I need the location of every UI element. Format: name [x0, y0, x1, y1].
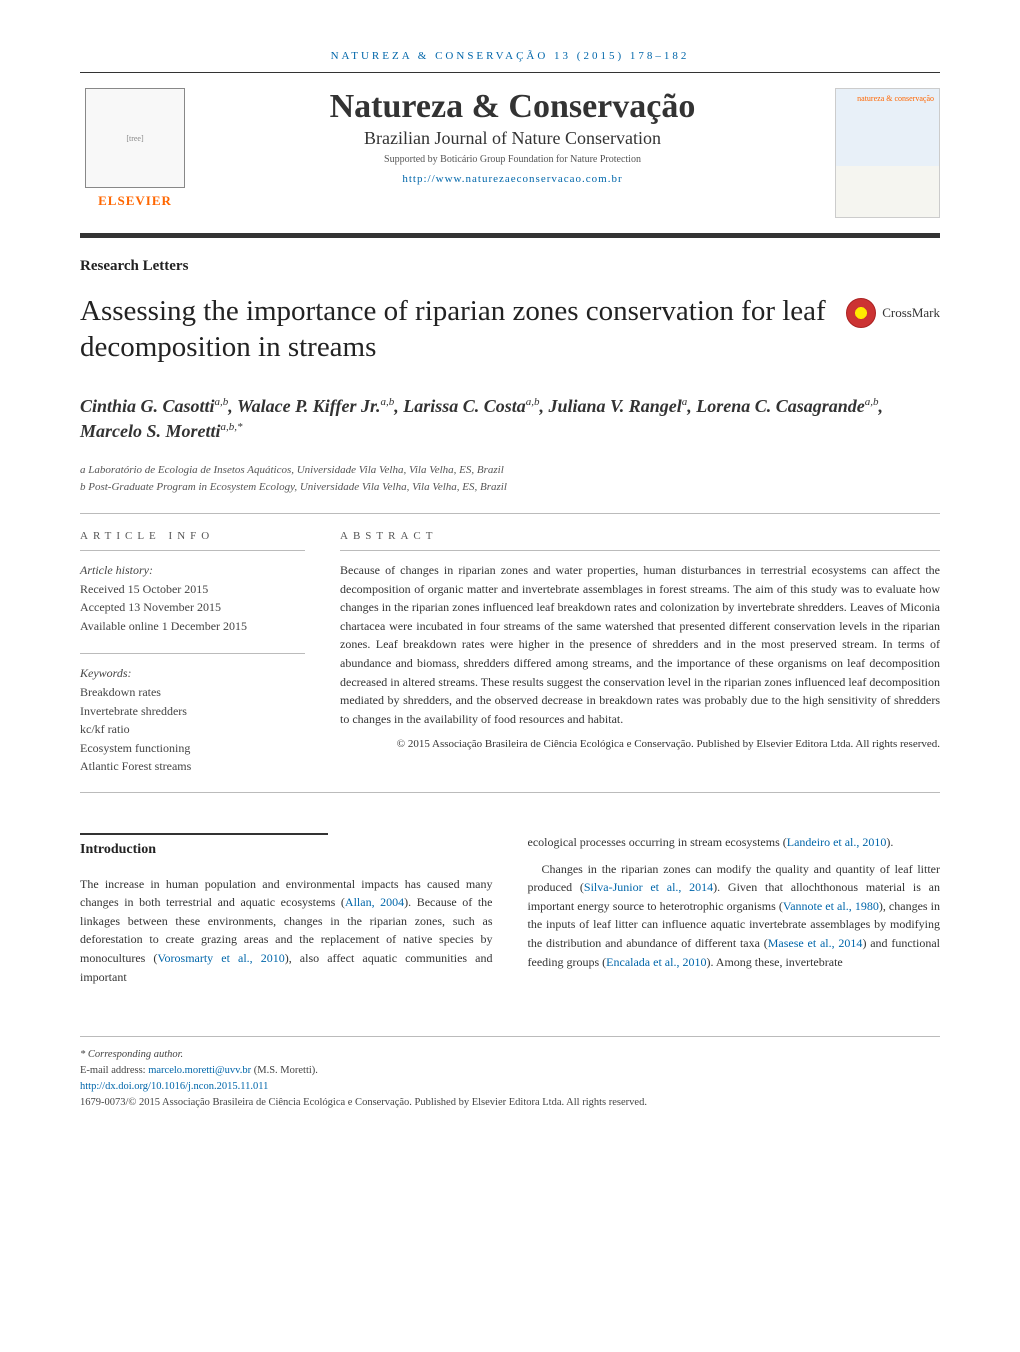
corresponding-author-label: * Corresponding author. — [80, 1047, 940, 1063]
intro-paragraph-1: The increase in human population and env… — [80, 875, 493, 987]
elsevier-text: ELSEVIER — [80, 193, 190, 209]
affiliations: a Laboratório de Ecologia de Insetos Aqu… — [80, 462, 940, 497]
article-info-column: ARTICLE INFO Article history: Received 1… — [80, 530, 305, 776]
abstract-copyright: © 2015 Associação Brasileira de Ciência … — [340, 736, 940, 753]
cover-text: natureza & conservação — [857, 94, 934, 103]
abstract-bottom-divider — [80, 792, 940, 793]
journal-title-block: Natureza & Conservação Brazilian Journal… — [190, 88, 835, 185]
intro-paragraph-2: Changes in the riparian zones can modify… — [528, 860, 941, 972]
article-info-header: ARTICLE INFO — [80, 530, 305, 551]
running-head: NATUREZA & CONSERVAÇÃO 13 (2015) 178–182 — [80, 50, 940, 62]
accepted-date: Accepted 13 November 2015 — [80, 598, 305, 617]
thick-divider — [80, 233, 940, 238]
keyword: Breakdown rates — [80, 683, 305, 702]
article-title-row: Assessing the importance of riparian zon… — [80, 293, 940, 394]
elsevier-logo: [tree] ELSEVIER — [80, 88, 190, 218]
elsevier-tree-icon: [tree] — [85, 88, 185, 188]
available-date: Available online 1 December 2015 — [80, 617, 305, 636]
corresponding-email[interactable]: marcelo.moretti@uvv.br — [148, 1065, 251, 1076]
journal-support: Supported by Boticário Group Foundation … — [190, 154, 835, 165]
keyword: Invertebrate shredders — [80, 702, 305, 721]
section-label: Research Letters — [80, 258, 940, 275]
crossmark-icon — [846, 298, 876, 328]
introduction-heading: Introduction — [80, 833, 328, 861]
keyword: Ecosystem functioning — [80, 739, 305, 758]
keywords-label: Keywords: — [80, 664, 305, 683]
keyword: kc/kf ratio — [80, 720, 305, 739]
issn-copyright: 1679-0073/© 2015 Associação Brasileira d… — [80, 1095, 940, 1111]
body-columns: Introduction The increase in human popul… — [80, 833, 940, 986]
keywords-block: Keywords: Breakdown rates Invertebrate s… — [80, 653, 305, 776]
journal-subtitle: Brazilian Journal of Nature Conservation — [190, 128, 835, 149]
intro-paragraph-1-cont: ecological processes occurring in stream… — [528, 833, 941, 852]
journal-url[interactable]: http://www.naturezaeconservacao.com.br — [190, 173, 835, 185]
header-rule — [80, 72, 940, 73]
journal-cover-thumbnail: natureza & conservação — [835, 88, 940, 218]
doi-link[interactable]: http://dx.doi.org/10.1016/j.ncon.2015.11… — [80, 1081, 268, 1092]
authors: Cinthia G. Casottia,b, Walace P. Kiffer … — [80, 394, 940, 444]
abstract-header: ABSTRACT — [340, 530, 940, 551]
article-title: Assessing the importance of riparian zon… — [80, 293, 846, 366]
body-column-right: ecological processes occurring in stream… — [528, 833, 941, 986]
crossmark-badge[interactable]: CrossMark — [846, 298, 940, 328]
body-column-left: Introduction The increase in human popul… — [80, 833, 493, 986]
affiliation-a: a Laboratório de Ecologia de Insetos Aqu… — [80, 462, 940, 480]
keyword: Atlantic Forest streams — [80, 757, 305, 776]
footer: * Corresponding author. E-mail address: … — [80, 1036, 940, 1110]
info-divider — [80, 513, 940, 514]
email-row: E-mail address: marcelo.moretti@uvv.br (… — [80, 1063, 940, 1079]
affiliation-b: b Post-Graduate Program in Ecosystem Eco… — [80, 479, 940, 497]
abstract-column: ABSTRACT Because of changes in riparian … — [340, 530, 940, 776]
journal-name: Natureza & Conservação — [190, 88, 835, 126]
abstract-text: Because of changes in riparian zones and… — [340, 561, 940, 728]
received-date: Received 15 October 2015 — [80, 580, 305, 599]
journal-header: [tree] ELSEVIER Natureza & Conservação B… — [80, 88, 940, 218]
email-name: (M.S. Moretti). — [254, 1065, 318, 1076]
info-abstract-row: ARTICLE INFO Article history: Received 1… — [80, 530, 940, 776]
article-history: Article history: Received 15 October 201… — [80, 561, 305, 635]
email-label: E-mail address: — [80, 1065, 146, 1076]
crossmark-label: CrossMark — [882, 305, 940, 321]
history-label: Article history: — [80, 561, 305, 580]
